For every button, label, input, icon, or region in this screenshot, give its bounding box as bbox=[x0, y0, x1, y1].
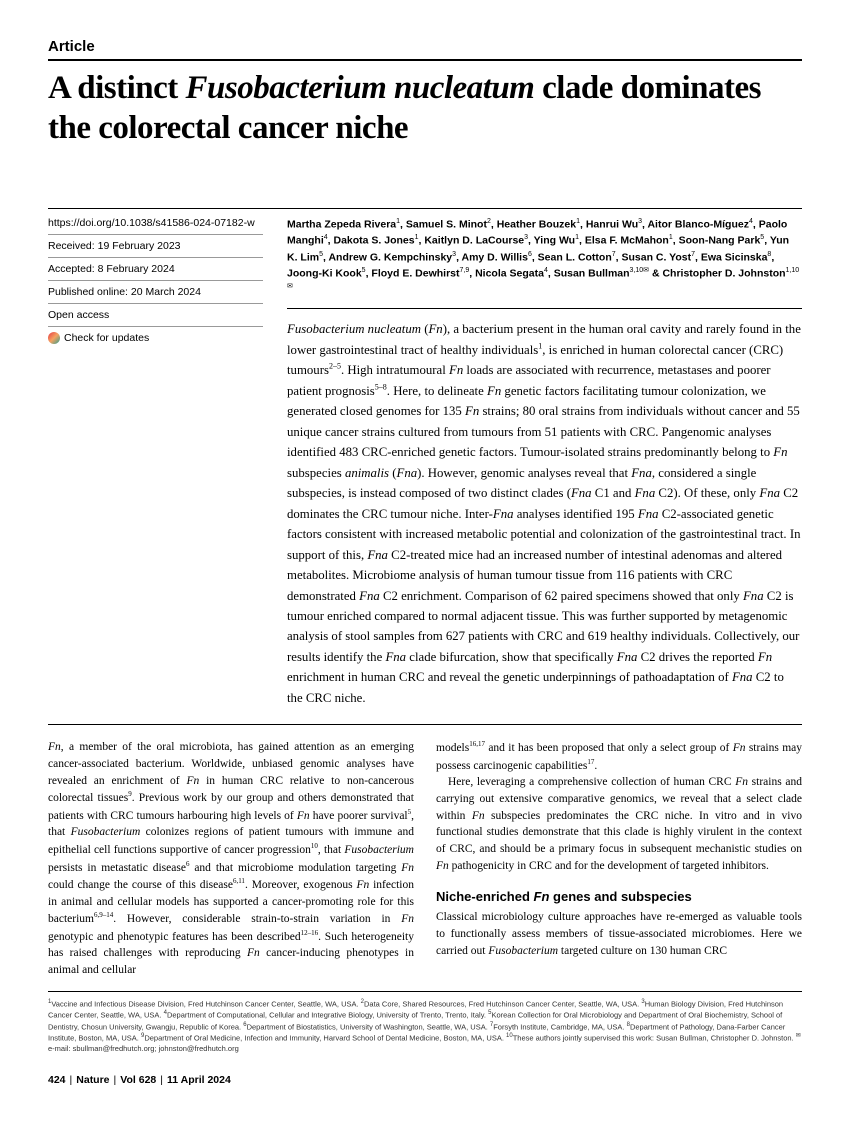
article-label: Article bbox=[48, 38, 802, 61]
published-date: Published online: 20 March 2024 bbox=[48, 281, 263, 304]
accepted-date: Accepted: 8 February 2024 bbox=[48, 258, 263, 281]
section-heading: Niche-enriched Fn genes and subspecies bbox=[436, 888, 802, 907]
page-footer: 424|Nature|Vol 628|11 April 2024 bbox=[48, 1074, 802, 1086]
open-access: Open access bbox=[48, 304, 263, 327]
abstract: Fusobacterium nucleatum (Fn), a bacteriu… bbox=[287, 319, 802, 708]
doi-link[interactable]: https://doi.org/10.1038/s41586-024-07182… bbox=[48, 217, 255, 229]
meta-sidebar: https://doi.org/10.1038/s41586-024-07182… bbox=[48, 217, 263, 708]
received-date: Received: 19 February 2023 bbox=[48, 235, 263, 258]
check-updates-icon bbox=[48, 332, 60, 344]
body-columns: Fn, a member of the oral microbiota, has… bbox=[48, 724, 802, 978]
article-title: A distinct Fusobacterium nucleatum clade… bbox=[48, 69, 802, 148]
author-list: Martha Zepeda Rivera1, Samuel S. Minot2,… bbox=[287, 217, 802, 309]
column-left: Fn, a member of the oral microbiota, has… bbox=[48, 739, 414, 978]
column-right: models16,17 and it has been proposed tha… bbox=[436, 739, 802, 978]
check-updates-link[interactable]: Check for updates bbox=[48, 327, 263, 349]
affiliations: 1Vaccine and Infectious Disease Division… bbox=[48, 991, 802, 1055]
